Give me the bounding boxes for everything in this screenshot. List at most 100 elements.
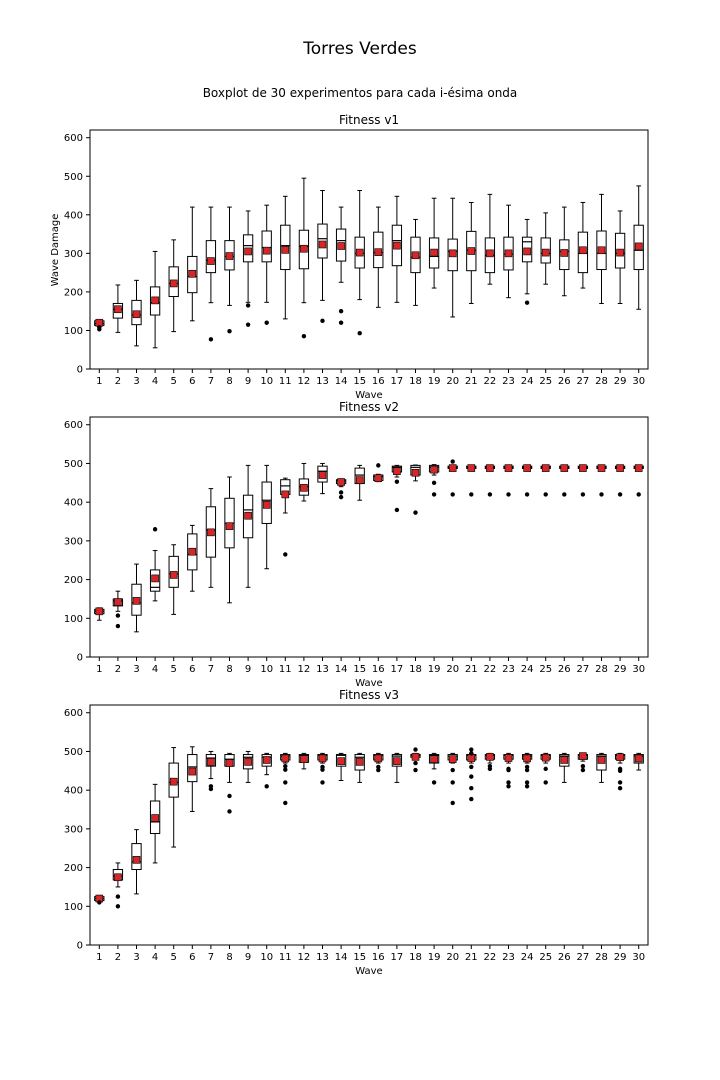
outlier-point: [338, 494, 344, 500]
boxplot-wave-9: [242, 750, 254, 783]
mean-marker: [114, 305, 122, 314]
mean-marker: [132, 597, 141, 605]
x-tick-label: 3: [133, 664, 139, 675]
x-tick-label: 6: [189, 376, 195, 387]
boxplot-wave-29: [614, 464, 626, 497]
y-tick-label: 500: [64, 747, 83, 758]
y-tick-label: 300: [64, 824, 83, 835]
x-tick-label: 4: [152, 952, 158, 963]
boxplot-wave-13: [317, 190, 328, 324]
boxplot-wave-7: [205, 206, 217, 342]
x-tick-label: 13: [316, 664, 329, 675]
subplot-title: Fitness v3: [339, 688, 399, 702]
mean-marker: [579, 246, 587, 255]
x-tick-label: 6: [189, 664, 195, 675]
outlier-point: [543, 766, 548, 772]
outlier-point: [97, 900, 102, 905]
boxplot-wave-27: [577, 201, 589, 289]
outlier-point: [320, 780, 325, 785]
boxplot-wave-5: [168, 239, 179, 333]
mean-marker: [411, 468, 420, 477]
x-tick-label: 9: [245, 376, 251, 387]
boxplot-wave-29: [614, 210, 626, 304]
x-tick-label: 2: [115, 664, 121, 675]
boxplot-wave-8: [224, 206, 235, 334]
x-tick-label: 21: [465, 664, 478, 675]
mean-marker: [616, 753, 624, 762]
mean-marker: [430, 465, 438, 474]
outlier-point: [338, 490, 344, 495]
boxplot-wave-26: [559, 464, 570, 497]
x-tick-label: 7: [208, 376, 214, 387]
boxplot-wave-2: [112, 862, 124, 909]
outlier-point: [283, 763, 288, 769]
x-tick-label: 8: [226, 376, 232, 387]
boxplot-wave-23: [503, 752, 514, 789]
boxplot-wave-4: [149, 250, 161, 349]
x-tick-label: 1: [96, 952, 102, 963]
mean-marker: [114, 598, 122, 606]
outlier-point: [524, 784, 530, 789]
y-tick-label: 400: [64, 210, 83, 221]
outlier-point: [469, 492, 474, 497]
outlier-point: [413, 767, 418, 773]
mean-marker: [579, 464, 587, 472]
mean-marker: [393, 467, 401, 475]
x-tick-label: 8: [226, 952, 232, 963]
mean-marker: [225, 522, 234, 530]
mean-marker: [262, 246, 271, 255]
boxplot-wave-11: [280, 195, 291, 320]
x-tick-label: 11: [279, 664, 292, 675]
outlier-point: [227, 793, 232, 799]
box-iqr: [205, 240, 217, 274]
mean-marker: [411, 753, 420, 761]
outlier-point: [617, 780, 623, 785]
outlier-point: [450, 459, 455, 464]
boxplot-wave-12: [298, 462, 310, 502]
outlier-point: [115, 613, 121, 618]
mean-marker: [318, 471, 327, 479]
x-tick-label: 3: [133, 376, 139, 387]
outlier-point: [376, 764, 381, 770]
boxplot-wave-12: [298, 177, 310, 339]
x-tick-label: 18: [409, 376, 422, 387]
mean-marker: [225, 252, 234, 260]
boxplot-wave-20: [447, 197, 458, 318]
x-tick-label: 15: [353, 376, 366, 387]
mean-marker: [579, 752, 587, 760]
x-tick-label: 12: [298, 376, 311, 387]
mean-marker: [318, 754, 327, 763]
x-tick-label: 13: [316, 952, 329, 963]
outlier-point: [413, 510, 418, 515]
boxplot-wave-8: [224, 476, 235, 604]
mean-marker: [393, 241, 401, 250]
x-tick-label: 15: [353, 952, 366, 963]
outlier-point: [320, 318, 325, 324]
boxplot-wave-1: [94, 318, 105, 332]
boxplot-wave-4: [149, 527, 161, 602]
boxplot-wave-27: [577, 464, 589, 497]
boxplot-wave-5: [168, 544, 179, 615]
y-tick-label: 200: [64, 287, 83, 298]
x-tick-label: 9: [245, 952, 251, 963]
x-tick-label: 11: [279, 376, 292, 387]
mean-marker: [355, 248, 364, 257]
y-tick-label: 400: [64, 498, 83, 509]
mean-marker: [169, 571, 178, 579]
x-tick-label: 4: [152, 376, 158, 387]
outlier-point: [208, 784, 214, 789]
boxplot-wave-18: [410, 747, 421, 773]
x-tick-label: 29: [614, 664, 627, 675]
mean-marker: [430, 248, 438, 257]
outlier-point: [524, 767, 530, 773]
x-tick-label: 20: [446, 952, 459, 963]
outlier-point: [599, 492, 604, 497]
mean-marker: [560, 249, 569, 257]
outlier-point: [617, 766, 623, 772]
outlier-point: [524, 492, 530, 497]
x-tick-label: 14: [335, 664, 348, 675]
mean-marker: [355, 476, 364, 484]
x-tick-label: 27: [577, 664, 590, 675]
